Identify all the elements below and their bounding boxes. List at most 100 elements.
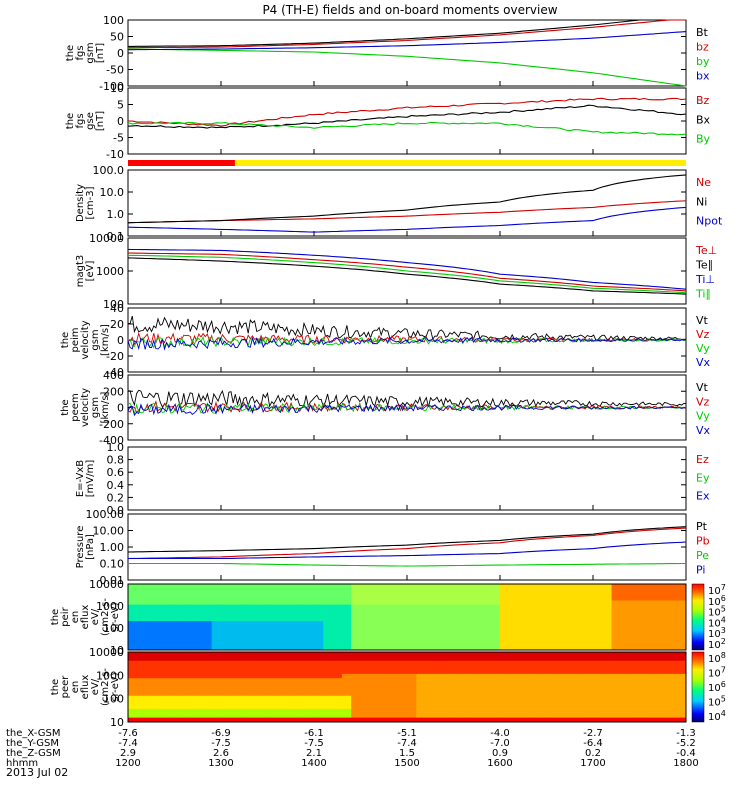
heatmap-cell	[537, 596, 547, 601]
heatmap-cell	[453, 717, 464, 723]
heatmap-cell	[379, 641, 389, 647]
heatmap-cell	[351, 656, 361, 662]
heatmap-cell	[267, 617, 278, 622]
heatmap-cell	[407, 678, 417, 684]
heatmap-cell	[583, 625, 594, 630]
heatmap-cell	[221, 669, 231, 675]
heatmap-cell	[267, 629, 278, 634]
y-axis-label-line: the	[60, 332, 71, 348]
heatmap-cell	[658, 660, 668, 666]
heatmap-cell	[267, 612, 278, 618]
heatmap-cell	[416, 612, 427, 618]
heatmap-cell	[379, 656, 389, 662]
heatmap-cell	[407, 708, 417, 714]
y-tick-label: 100.0	[93, 164, 125, 177]
heatmap-cell	[276, 687, 287, 692]
heatmap-cell	[472, 708, 482, 714]
heatmap-cell	[286, 588, 296, 593]
heatmap-cell	[397, 621, 408, 626]
y-tick-label: -200	[99, 418, 124, 431]
y-tick-label: 1000	[96, 600, 124, 613]
heatmap-cell	[314, 608, 324, 614]
heatmap-cell	[648, 660, 659, 666]
heatmap-cell	[388, 682, 399, 688]
heatmap-cell	[416, 695, 427, 701]
heatmap-cell	[583, 637, 594, 643]
heatmap-cell	[211, 645, 222, 651]
heatmap-cell	[211, 629, 222, 634]
heatmap-cell	[639, 625, 650, 630]
heatmap-cell	[648, 700, 659, 705]
heatmap-cell	[146, 695, 157, 701]
heatmap-cell	[546, 621, 557, 626]
heatmap-cell	[611, 600, 622, 606]
heatmap-cell	[565, 596, 575, 601]
heatmap-cell	[555, 652, 566, 657]
heatmap-cell	[453, 700, 464, 705]
heatmap-cell	[611, 691, 622, 697]
heatmap-cell	[537, 669, 547, 675]
heatmap-cell	[407, 621, 417, 626]
heatmap-cell	[314, 617, 324, 622]
heatmap-cell	[620, 713, 631, 719]
heatmap-cell	[593, 652, 603, 657]
heatmap-cell	[620, 621, 631, 626]
heatmap-cell	[574, 652, 585, 657]
heatmap-cell	[323, 669, 334, 675]
heatmap-cell	[137, 673, 148, 679]
heatmap-cell	[667, 604, 678, 610]
heatmap-cell	[332, 691, 343, 697]
heatmap-cell	[546, 629, 557, 634]
y-axis-label: Density[cm-3]	[75, 184, 96, 222]
heatmap-cell	[221, 713, 231, 719]
heatmap-cell	[583, 629, 594, 634]
heatmap-cell	[620, 645, 631, 651]
heatmap-cell	[416, 625, 427, 630]
heatmap-cell	[555, 669, 566, 675]
heatmap-cell	[434, 660, 445, 666]
heatmap-cell	[667, 621, 678, 626]
heatmap-cell	[648, 637, 659, 643]
heatmap-cell	[137, 704, 148, 710]
heatmap-cell	[174, 691, 185, 697]
heatmap-cell	[565, 645, 575, 651]
heatmap-cell	[630, 612, 640, 618]
y-axis-label: thepeerenefluxeV/(cm2-s-sr-eV)	[50, 668, 121, 706]
heatmap-cell	[137, 600, 148, 606]
heatmap-cell	[416, 600, 427, 606]
heatmap-cell	[565, 600, 575, 606]
heatmap-cell	[239, 700, 250, 705]
heatmap-cell	[267, 633, 278, 639]
heatmap-cell	[369, 691, 380, 697]
heatmap-cell	[388, 665, 399, 670]
heatmap-cell	[202, 665, 213, 670]
heatmap-cell	[648, 625, 659, 630]
heatmap-cell	[295, 652, 306, 657]
heatmap-cell	[323, 633, 334, 639]
heatmap-cell	[341, 695, 352, 701]
y-tick-label: 100	[103, 298, 124, 311]
heatmap-cell	[146, 691, 157, 697]
heatmap-cell	[360, 600, 371, 606]
heatmap-cell	[351, 641, 361, 647]
heatmap-cell	[555, 704, 566, 710]
heatmap-cell	[314, 687, 324, 692]
heatmap-cell	[351, 678, 361, 684]
heatmap-cell	[667, 682, 678, 688]
heatmap-cell	[351, 669, 361, 675]
heatmap-cell	[248, 656, 259, 662]
footer-value: -6.9	[211, 728, 231, 739]
heatmap-cell	[462, 700, 473, 705]
heatmap-cell	[202, 687, 213, 692]
heatmap-cell	[407, 682, 417, 688]
heatmap-cell	[397, 625, 408, 630]
figure-title: P4 (TH-E) fields and on-board moments ov…	[262, 3, 557, 17]
y-tick-label: 100	[103, 622, 124, 635]
heatmap-cell	[676, 588, 687, 593]
heatmap-cell	[527, 691, 538, 697]
footer-value: 1200	[115, 758, 140, 769]
heatmap-cell	[183, 612, 194, 618]
heatmap-cell	[183, 713, 194, 719]
heatmap-cell	[369, 682, 380, 688]
heatmap-cell	[379, 617, 389, 622]
